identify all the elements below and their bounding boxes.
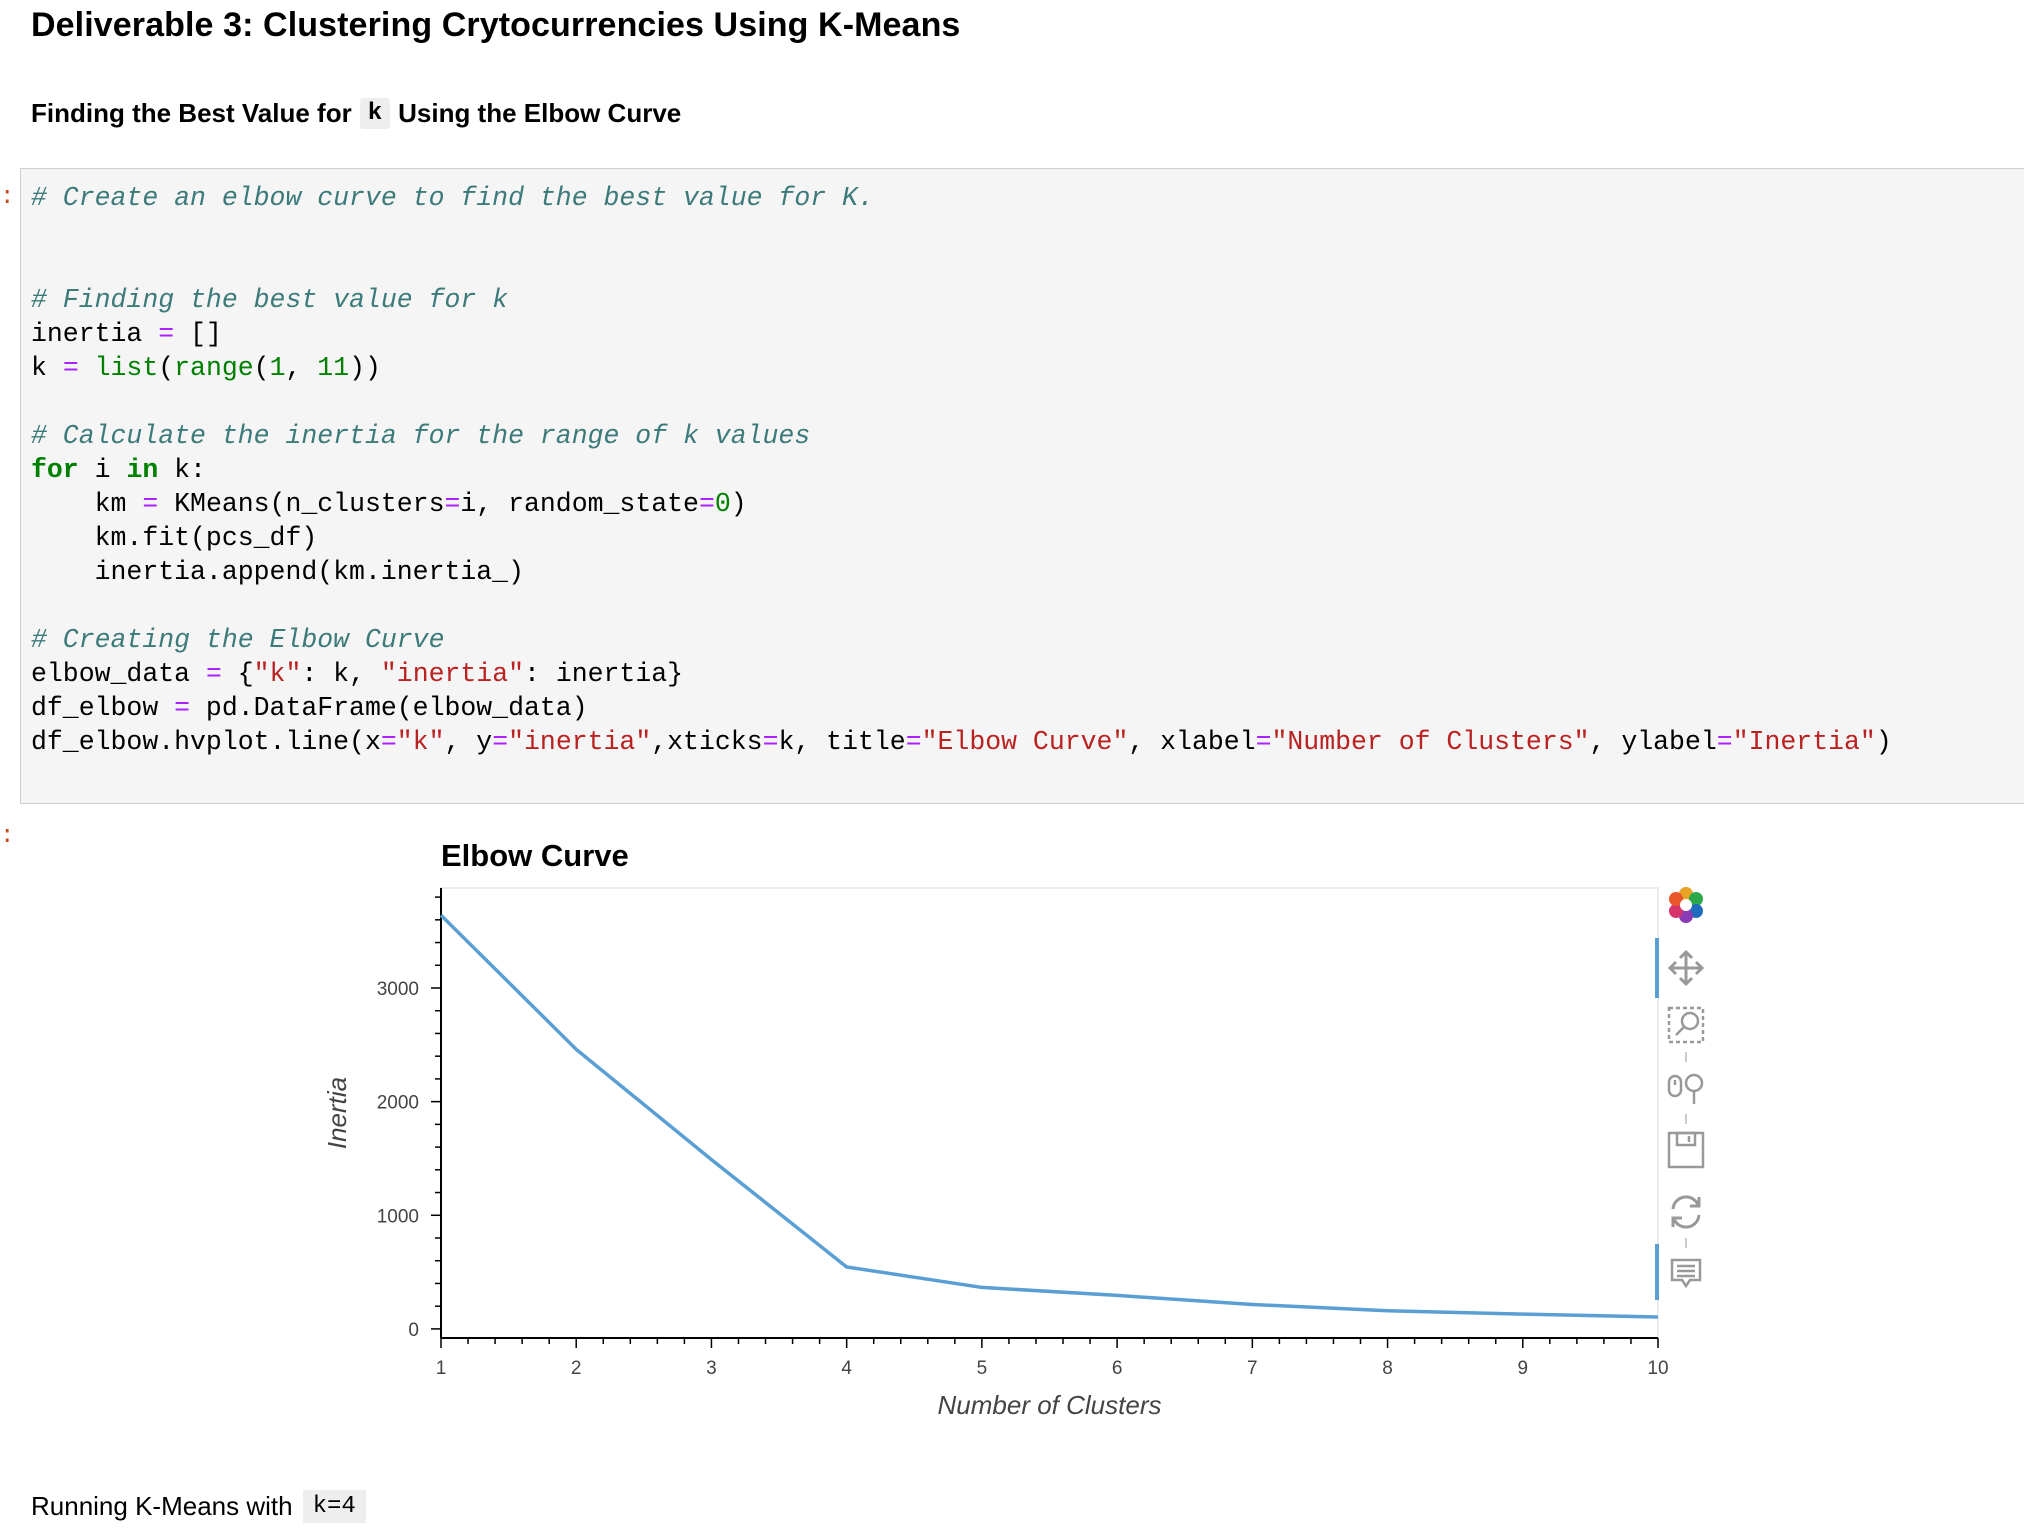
toolbar-separator [1685,1238,1687,1248]
pan-icon[interactable] [1666,948,1706,988]
x-tick-label: 10 [1647,1358,1668,1379]
toolbar-separator [1685,1114,1687,1124]
code-line: km = KMeans(n_clusters=i, random_state=0… [31,489,747,519]
code-line: elbow_data = {"k": k, "inertia": inertia… [31,659,684,689]
data-point[interactable] [1248,1300,1256,1308]
code-line: km.fit(pcs_df) [31,523,318,553]
hover-active-indicator [1655,1244,1659,1300]
pan-active-indicator [1655,938,1659,998]
x-tick-label: 2 [571,1358,582,1379]
toolbar-separator [1685,1052,1687,1062]
y-tick-label: 3000 [377,979,419,1000]
code-line: # Create an elbow curve to find the best… [31,183,874,213]
section-heading-text-after: Using the Elbow Curve [398,98,682,128]
data-point[interactable] [978,1283,986,1291]
y-tick-label: 1000 [377,1206,419,1227]
data-point[interactable] [1654,1313,1662,1321]
bokeh-logo-icon[interactable] [1666,885,1706,925]
x-tick-label: 4 [841,1358,852,1379]
reset-icon[interactable] [1666,1192,1706,1232]
save-icon[interactable] [1666,1130,1706,1170]
markdown-text-label: Running K-Means with [31,1491,293,1521]
plot-frame [440,887,1659,1339]
data-point[interactable] [437,911,445,919]
x-tick-label: 8 [1382,1358,1393,1379]
x-tick-label: 1 [436,1358,447,1379]
code-editor[interactable]: # Create an elbow curve to find the best… [31,181,1892,759]
x-tick-label: 5 [977,1358,988,1379]
box-zoom-icon[interactable] [1666,1005,1706,1045]
data-point[interactable] [1113,1291,1121,1299]
section-heading: Finding the Best Value for k Using the E… [31,98,681,129]
hover-icon[interactable] [1666,1254,1706,1294]
data-point[interactable] [1384,1307,1392,1315]
x-tick-label: 3 [706,1358,717,1379]
code-line: # Finding the best value for k [31,285,509,315]
x-axis-title: Number of Clusters [938,1390,1162,1420]
chart-title: Elbow Curve [441,838,629,873]
x-tick-label: 6 [1112,1358,1123,1379]
code-line: inertia = [] [31,319,222,349]
code-line: df_elbow.hvplot.line(x="k", y="inertia",… [31,727,1892,757]
data-point[interactable] [1519,1310,1527,1318]
x-tick-label: 9 [1517,1358,1528,1379]
y-tick-label: 0 [408,1320,419,1341]
markdown-inline-code: k=4 [302,1490,366,1523]
code-line: # Creating the Elbow Curve [31,625,445,655]
markdown-text: Running K-Means with k=4 [31,1490,366,1523]
series-line[interactable] [439,914,1659,1319]
code-line: k = list(range(1, 11)) [31,353,381,383]
x-tick-label: 7 [1247,1358,1258,1379]
y-axis-title: Inertia [322,1077,352,1149]
wheel-zoom-icon[interactable] [1666,1068,1706,1108]
code-line: # Calculate the inertia for the range of… [31,421,811,451]
code-cell[interactable]: # Create an elbow curve to find the best… [20,168,2024,804]
y-tick-label: 2000 [377,1093,419,1114]
code-line: inertia.append(km.inertia_) [31,557,524,587]
data-point[interactable] [707,1156,715,1164]
section-heading-code: k [359,98,391,129]
data-point[interactable] [572,1045,580,1053]
code-line: df_elbow = pd.DataFrame(elbow_data) [31,693,588,723]
section-heading-text-before: Finding the Best Value for [31,98,352,128]
code-line: for i in k: [31,455,206,485]
page-title: Deliverable 3: Clustering Crytocurrencie… [31,6,961,44]
data-point[interactable] [843,1263,851,1271]
